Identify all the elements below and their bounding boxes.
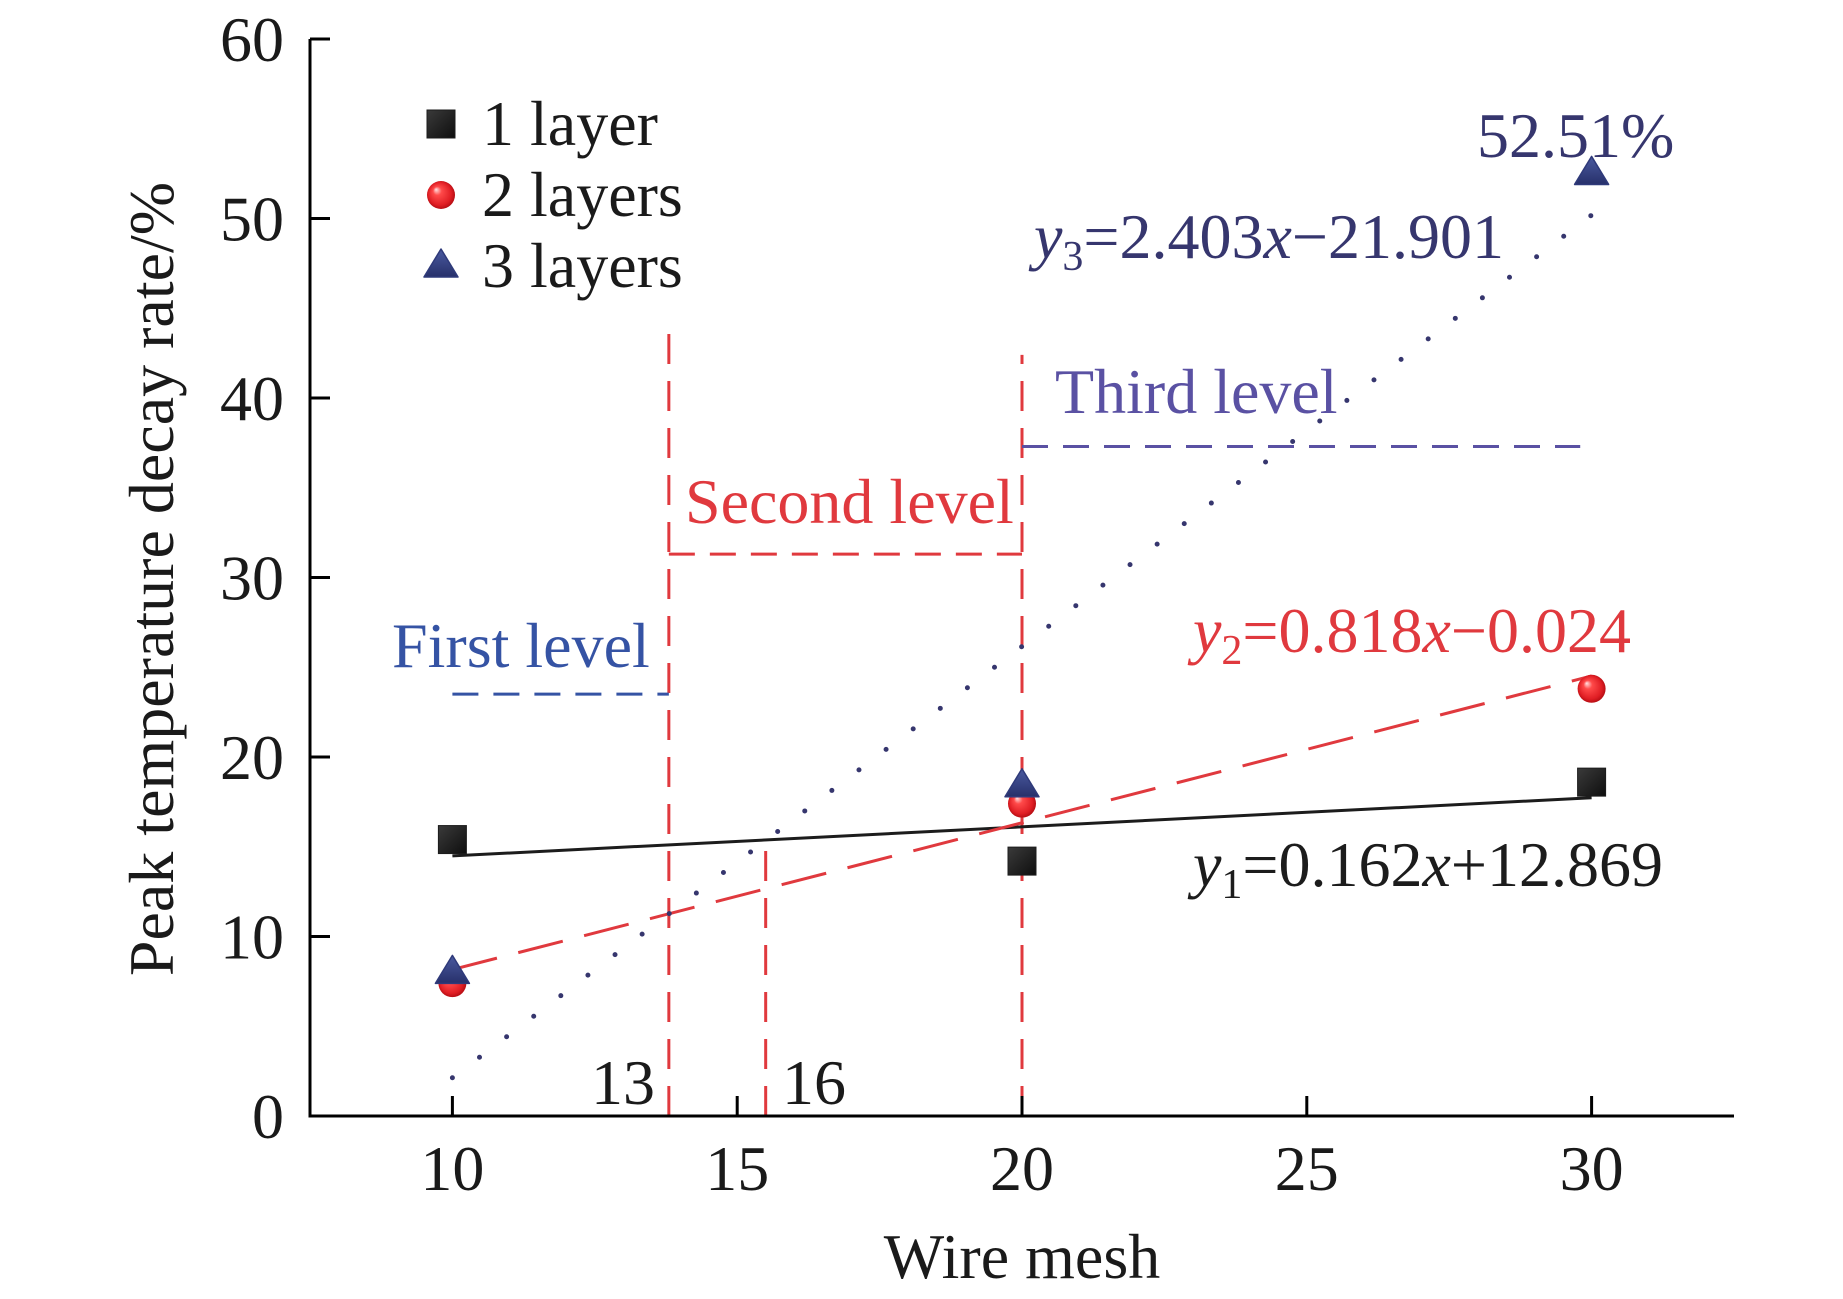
vertical-line-label-13: 13 <box>591 1047 655 1118</box>
data-label-52-51-percent: 52.51% <box>1477 100 1674 171</box>
equation-y1-variable: y <box>1187 829 1222 900</box>
y-axis-label: Peak temperature decay rate/% <box>116 182 187 976</box>
level-label-first: First level <box>392 610 650 681</box>
x-tick-label-15: 15 <box>705 1133 769 1204</box>
point-3-layers-x10 <box>434 954 471 985</box>
equation-y1: y1=0.162x+12.869 <box>1187 829 1663 908</box>
equation-y2-x: x <box>1422 595 1451 666</box>
x-tick-label-25: 25 <box>1275 1133 1339 1204</box>
point-3-layers-x20 <box>1004 767 1040 798</box>
equation-y3-coefficient: =2.403 <box>1083 201 1263 272</box>
x-axis-label: Wire mesh <box>884 1221 1160 1292</box>
vertical-line-label-16: 16 <box>782 1047 846 1118</box>
equation-y1-constant: +12.869 <box>1451 829 1663 900</box>
fit-line-2-layers <box>452 674 1592 972</box>
legend-label-2-layers: 2 layers <box>482 159 683 230</box>
x-tick-label-10: 10 <box>420 1133 484 1204</box>
equation-y1-subscript: 1 <box>1221 862 1242 908</box>
equation-y2-subscript: 2 <box>1221 628 1242 674</box>
equation-y2-constant: −0.024 <box>1451 595 1631 666</box>
y-tick-label-40: 40 <box>220 363 284 434</box>
equation-y3-x: x <box>1263 201 1292 272</box>
point-3-layers-x30 <box>1573 155 1610 186</box>
y-tick-label-0: 0 <box>252 1081 284 1152</box>
y-tick-label-20: 20 <box>220 722 284 793</box>
x-tick-label-30: 30 <box>1560 1133 1624 1204</box>
equation-y2-coefficient: =0.818 <box>1242 595 1422 666</box>
fit-lines <box>449 212 1595 1081</box>
y-tick-label-50: 50 <box>220 184 284 255</box>
point-1-layer-x20 <box>1007 846 1037 876</box>
equation-y1-x: x <box>1422 829 1451 900</box>
equation-y3-variable: y <box>1028 201 1063 272</box>
legend-marker-2-layers <box>427 181 455 209</box>
equation-y3-subscript: 3 <box>1062 234 1083 280</box>
legend-marker-1-layer <box>426 109 456 139</box>
axis-ticks: 10 15 20 25 30 0 10 20 30 40 50 60 <box>220 4 1624 1204</box>
legend-marker-3-layers <box>423 248 459 278</box>
fit-line-3-layers <box>449 212 1595 1081</box>
y-tick-label-60: 60 <box>220 4 284 75</box>
level-label-second: Second level <box>685 466 1014 537</box>
point-2-layers-x30 <box>1577 674 1606 703</box>
point-1-layer-x10 <box>437 825 467 855</box>
equation-y1-coefficient: =0.162 <box>1242 829 1422 900</box>
y-tick-label-10: 10 <box>220 902 284 973</box>
equation-y3-constant: −21.901 <box>1292 201 1504 272</box>
data-points <box>434 155 1610 998</box>
equation-y3: y3=2.403x−21.901 <box>1028 201 1504 280</box>
level-label-third: Third level <box>1055 356 1338 427</box>
equation-y2-variable: y <box>1187 595 1222 666</box>
point-1-layer-x30 <box>1577 767 1607 797</box>
reference-lines <box>452 333 1581 1116</box>
legend-label-3-layers: 3 layers <box>482 230 683 301</box>
equation-y2: y2=0.818x−0.024 <box>1187 595 1631 674</box>
y-tick-label-30: 30 <box>220 543 284 614</box>
x-tick-label-20: 20 <box>990 1133 1054 1204</box>
fit-line-1-layer <box>452 796 1592 858</box>
legend-label-1-layer: 1 layer <box>482 88 658 159</box>
